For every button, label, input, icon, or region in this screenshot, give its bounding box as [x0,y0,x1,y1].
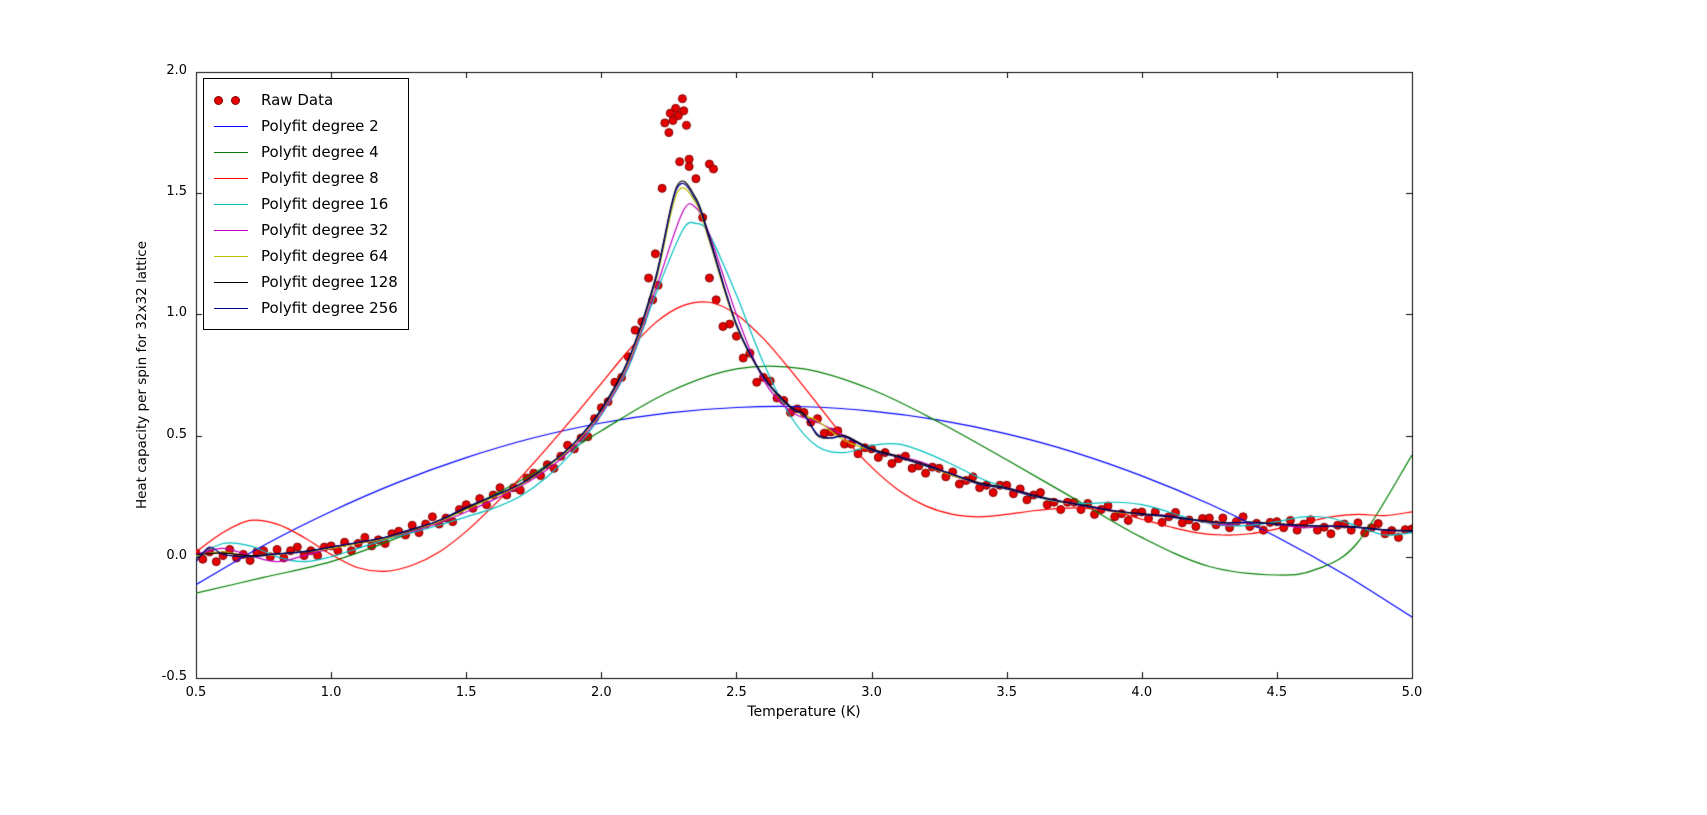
legend-item-polyfit-4: Polyfit degree 4 [214,139,398,165]
legend-label: Polyfit degree 32 [261,221,389,239]
legend-line-handle [214,307,252,309]
y-tick-label: 1.0 [166,305,187,321]
line-swatch-icon [214,151,248,153]
line-swatch-icon [214,229,248,231]
legend-item-polyfit-64: Polyfit degree 64 [214,243,398,269]
x-tick-label: 3.0 [861,685,882,700]
legend-line-handle [214,203,252,205]
legend-line-handle [214,125,252,127]
line-swatch-icon [214,281,248,283]
x-tick-label: 4.0 [1131,685,1153,700]
legend-line-handle [214,151,252,153]
x-axis-label: Temperature (K) [747,704,861,720]
x-tick-label: 1.0 [320,685,342,700]
legend-label: Polyfit degree 4 [261,143,379,161]
legend-line-handle [214,281,252,283]
legend-line-handle [214,229,252,231]
legend-item-polyfit-32: Polyfit degree 32 [214,217,398,243]
line-swatch-icon [214,203,248,205]
legend-label: Polyfit degree 8 [261,169,379,187]
legend-item-polyfit-8: Polyfit degree 8 [214,165,398,191]
y-axis-label: Heat capacity per spin for 32x32 lattice [134,240,151,510]
y-tick-label: -0.5 [161,669,187,684]
line-swatch-icon [214,255,248,257]
y-tick-label: 0.0 [166,547,187,563]
legend-item-polyfit-128: Polyfit degree 128 [214,269,398,295]
legend-item-raw-data: Raw Data [214,87,398,113]
legend-item-polyfit-2: Polyfit degree 2 [214,113,398,139]
y-tick-label: 0.5 [166,426,187,442]
legend-label: Polyfit degree 2 [261,117,379,135]
legend-label: Polyfit degree 64 [261,247,389,265]
line-swatch-icon [214,125,248,127]
x-tick-label: 0.5 [185,685,207,700]
raw-data-marker-icon [231,95,240,105]
legend-label: Polyfit degree 16 [261,195,389,213]
y-axis-label-wrap: Heat capacity per spin for 32x32 lattice [124,72,160,678]
legend-item-polyfit-256: Polyfit degree 256 [214,295,398,321]
legend-label: Raw Data [261,91,334,109]
x-tick-label: 1.5 [455,685,477,700]
x-tick-label: 3.5 [996,685,1017,700]
legend-line-handle [214,255,252,257]
line-swatch-icon [214,307,248,309]
legend-raw-marker-handle [214,95,252,105]
legend: Raw Data Polyfit degree 2 Polyfit degree… [203,78,409,330]
x-tick-label: 4.5 [1266,685,1288,700]
legend-label: Polyfit degree 256 [261,299,398,317]
legend-label: Polyfit degree 128 [261,273,398,291]
x-tick-label: 2.5 [726,685,747,700]
y-tick-label: 1.5 [166,184,187,200]
x-tick-label: 5.0 [1401,685,1423,700]
x-tick-label: 2.0 [590,685,612,700]
line-swatch-icon [214,177,248,179]
legend-item-polyfit-16: Polyfit degree 16 [214,191,398,217]
raw-data-marker-icon [214,95,223,105]
y-tick-label: 2.0 [166,63,187,78]
legend-line-handle [214,177,252,179]
